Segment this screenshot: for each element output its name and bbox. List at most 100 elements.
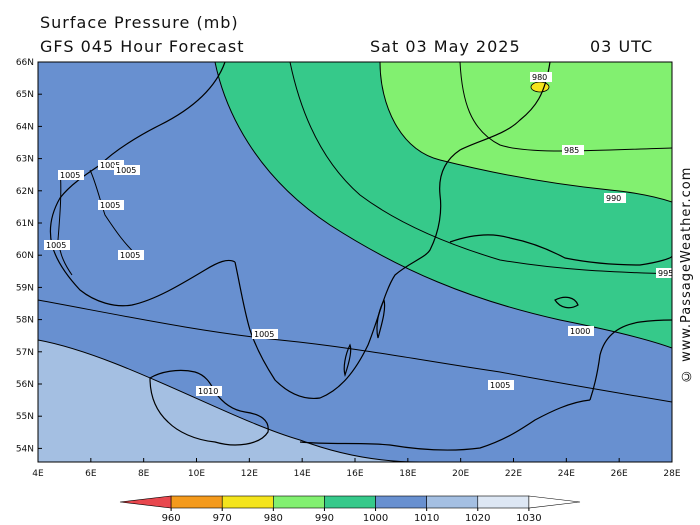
isobar-1000 bbox=[214, 62, 672, 349]
isobar-label-text: 985 bbox=[564, 146, 579, 155]
isobar-label-text: 990 bbox=[606, 194, 621, 203]
legend-swatch bbox=[119, 495, 172, 509]
forecast-date: Sat 03 May 2025 bbox=[370, 37, 521, 56]
isobar-label-text: 1005 bbox=[46, 241, 66, 250]
isobar-1005-north bbox=[89, 169, 141, 259]
latitude-label: 65N bbox=[16, 90, 34, 100]
isobar-label-990: 990 bbox=[604, 193, 626, 203]
legend-swatch bbox=[528, 495, 581, 509]
longitude-label: 6E bbox=[85, 469, 97, 479]
longitude-axis: 4E 6E 8E 10E 12E 14E 16E 18E 20E 22E 24E 26E 28E bbox=[32, 458, 681, 479]
forecast-label: GFS 045 Hour Forecast bbox=[40, 37, 245, 56]
latitude-label: 58N bbox=[16, 316, 34, 326]
isobar-1010 bbox=[38, 339, 421, 462]
longitude-label: 8E bbox=[138, 469, 150, 479]
longitude-label: 12E bbox=[241, 469, 258, 479]
longitude-label: 14E bbox=[294, 469, 311, 479]
longitude-label: 16E bbox=[346, 469, 363, 479]
isobar-label-985: 985 bbox=[562, 145, 584, 155]
latitude-label: 66N bbox=[16, 58, 34, 68]
legend-swatch bbox=[477, 495, 530, 509]
isobar-label-1005: 1005 bbox=[488, 380, 514, 390]
oland bbox=[343, 343, 352, 378]
isobar-label-980: 980 bbox=[530, 72, 552, 82]
isobar-label-text: 1005 bbox=[490, 381, 510, 390]
isobar-995 bbox=[289, 62, 672, 275]
isobar-1005-west bbox=[57, 169, 73, 276]
latitude-label: 62N bbox=[16, 187, 34, 197]
isobar-label-995: 995 bbox=[656, 268, 676, 278]
map-title: Surface Pressure (mb) bbox=[40, 13, 239, 32]
isobar-label-text: 1005 bbox=[254, 330, 274, 339]
longitude-label: 4E bbox=[32, 469, 44, 479]
forecast-time: 03 UTC bbox=[590, 37, 654, 56]
legend-label: 980 bbox=[264, 513, 283, 524]
latitude-label: 64N bbox=[16, 122, 34, 132]
isobar-label-text: 995 bbox=[658, 269, 673, 278]
latitude-label: 63N bbox=[16, 155, 34, 165]
legend-label: 1010 bbox=[414, 513, 439, 524]
latitude-label: 55N bbox=[16, 412, 34, 422]
denmark-coast bbox=[149, 369, 269, 446]
longitude-label: 20E bbox=[452, 469, 469, 479]
isobar-985 bbox=[459, 62, 672, 152]
sweden-coast bbox=[234, 62, 551, 400]
isobar-label-text: 1005 bbox=[100, 201, 120, 210]
longitude-label: 18E bbox=[399, 469, 416, 479]
isobar-label-text: 1005 bbox=[60, 171, 80, 180]
latitude-label: 61N bbox=[16, 219, 34, 229]
legend-swatch bbox=[324, 495, 376, 509]
isobar-label-1005: 1005 bbox=[252, 329, 278, 339]
legend-label: 960 bbox=[162, 513, 181, 524]
legend-label: 1030 bbox=[516, 513, 541, 524]
band-1010-1015 bbox=[38, 340, 420, 462]
baltic-south-coast bbox=[299, 399, 591, 451]
legend-label: 990 bbox=[315, 513, 334, 524]
latitude-axis: 66N 65N 64N 63N 62N 61N 60N 59N 58N 57N 56N 55N 54N bbox=[16, 58, 42, 454]
legend-label: 970 bbox=[213, 513, 232, 524]
isobar-1005-south bbox=[38, 299, 672, 403]
legend-swatch bbox=[426, 495, 479, 509]
latitude-label: 57N bbox=[16, 348, 34, 358]
latitude-label: 54N bbox=[16, 444, 34, 454]
band-985-995 bbox=[380, 62, 672, 202]
legend-swatch bbox=[170, 495, 223, 509]
color-legend: 960 970 980 990 1000 1010 1020 1030 bbox=[119, 495, 581, 524]
legend-label: 1020 bbox=[465, 513, 490, 524]
legend-swatch bbox=[375, 495, 427, 509]
isobar-label-text: 1010 bbox=[198, 387, 218, 396]
isobar-label-1005: 1005 bbox=[44, 240, 70, 250]
finland-coast bbox=[449, 234, 672, 266]
isobar-label-text: 980 bbox=[532, 73, 547, 82]
longitude-label: 22E bbox=[505, 469, 522, 479]
latitude-label: 59N bbox=[16, 283, 34, 293]
legend-swatch bbox=[273, 495, 325, 509]
longitude-label: 24E bbox=[558, 469, 575, 479]
latitude-label: 60N bbox=[16, 251, 34, 261]
isobar-990 bbox=[379, 62, 672, 203]
isobar-label-1010: 1010 bbox=[196, 386, 222, 396]
isobar-label-1005: 1005 bbox=[114, 165, 140, 175]
isobar-lines bbox=[38, 62, 672, 462]
longitude-label: 28E bbox=[663, 469, 680, 479]
latitude-label: 56N bbox=[16, 380, 34, 390]
isobar-label-text: 1000 bbox=[570, 327, 590, 336]
low-center-980 bbox=[530, 81, 550, 93]
isobar-label-text: 1005 bbox=[100, 161, 120, 170]
pressure-fill-layer bbox=[38, 62, 672, 462]
isobar-label-text: 1005 bbox=[116, 166, 136, 175]
isobar-label-text: 1005 bbox=[120, 251, 140, 260]
credit-text: © www.PassageWeather.com bbox=[679, 166, 694, 384]
gotland bbox=[376, 298, 386, 339]
longitude-label: 26E bbox=[611, 469, 628, 479]
legend-label: 1000 bbox=[363, 513, 388, 524]
isobar-label-1005: 1005 bbox=[118, 250, 144, 260]
isobar-labels: 980 985 990 995 1000 1005 1005 1005 1005… bbox=[44, 72, 676, 396]
isobar-label-1005: 1005 bbox=[58, 170, 84, 180]
isobar-label-1000: 1000 bbox=[568, 326, 594, 336]
isobar-label-1005: 1005 bbox=[98, 200, 124, 210]
longitude-label: 10E bbox=[188, 469, 205, 479]
legend-swatch bbox=[221, 495, 274, 509]
saaremaa bbox=[554, 296, 579, 309]
